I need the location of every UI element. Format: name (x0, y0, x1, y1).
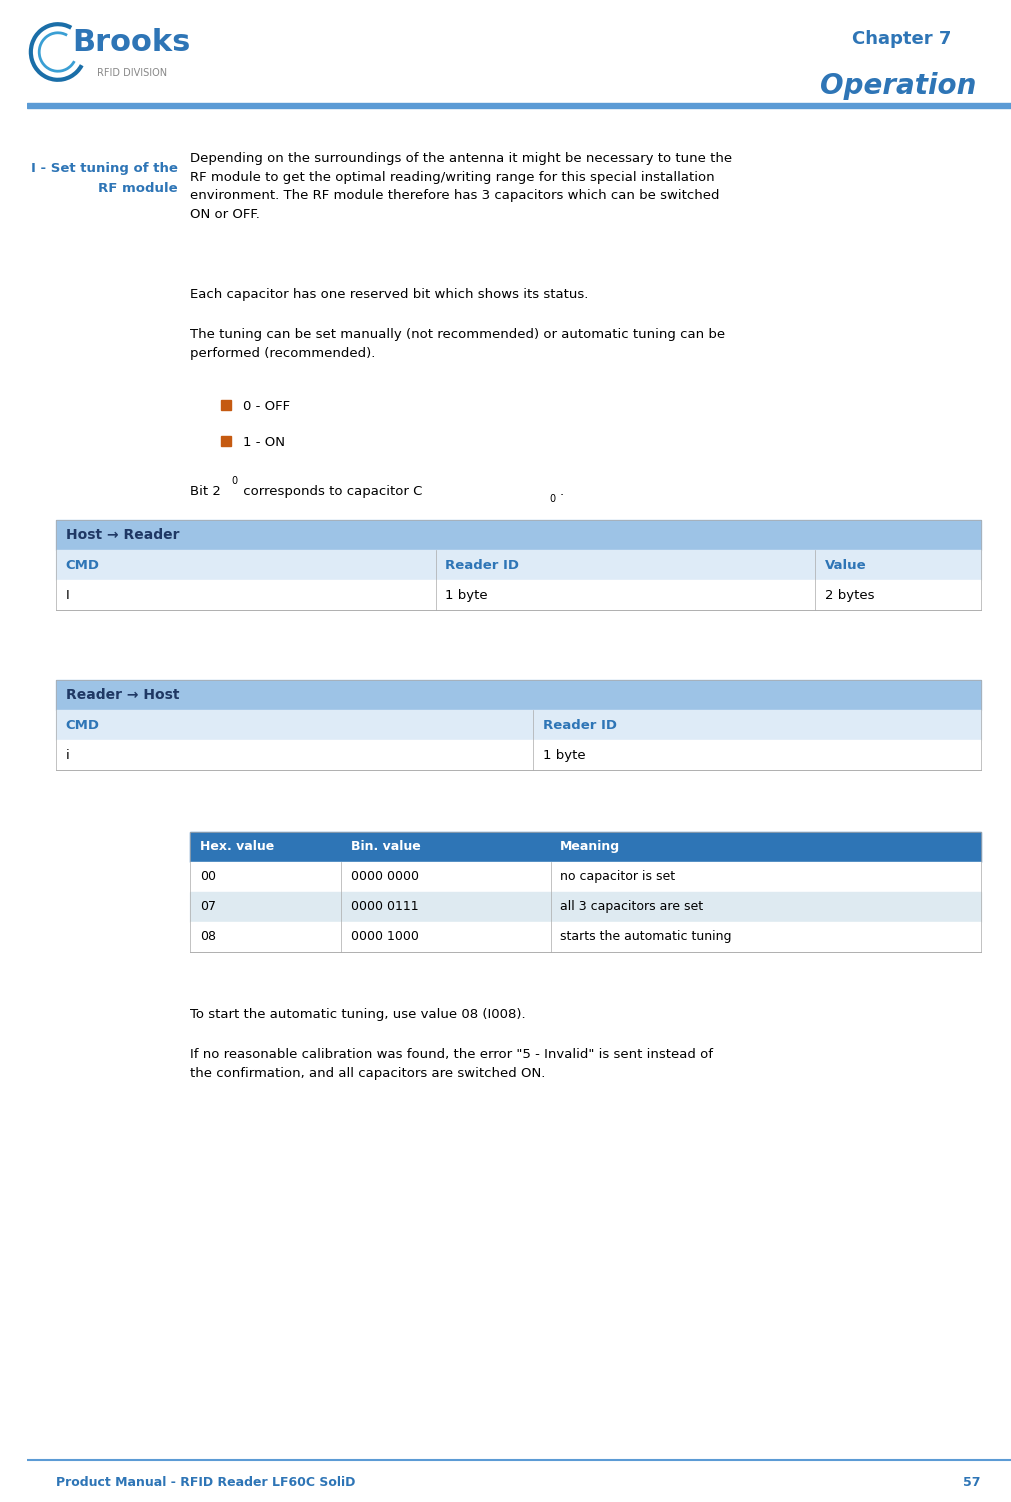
Text: Hex. value: Hex. value (200, 841, 274, 853)
Bar (56, 580, 981, 610)
Text: 00: 00 (200, 871, 216, 883)
Bar (190, 892, 981, 922)
Text: 0000 0111: 0000 0111 (351, 901, 419, 913)
Text: 0: 0 (550, 494, 556, 505)
Text: 57: 57 (963, 1476, 981, 1488)
Text: Brooks: Brooks (73, 29, 191, 57)
Text: RF module: RF module (98, 182, 178, 195)
Text: 08: 08 (200, 931, 216, 943)
Text: Host → Reader: Host → Reader (66, 529, 179, 542)
Text: all 3 capacitors are set: all 3 capacitors are set (560, 901, 704, 913)
Text: Chapter 7: Chapter 7 (852, 30, 951, 48)
Text: CMD: CMD (66, 718, 100, 731)
Bar (56, 520, 981, 550)
Bar (56, 550, 981, 580)
Text: 07: 07 (200, 901, 216, 913)
Bar (56, 710, 981, 740)
Bar (26, 104, 1011, 108)
Text: Value: Value (825, 559, 866, 571)
Text: I: I (66, 589, 70, 601)
Text: .: . (559, 485, 563, 499)
Bar (190, 862, 981, 892)
Text: Reader ID: Reader ID (543, 718, 617, 731)
Text: Bit 2: Bit 2 (190, 485, 221, 499)
Text: 0000 1000: 0000 1000 (351, 931, 419, 943)
Text: 2 bytes: 2 bytes (825, 589, 875, 601)
Text: 1 byte: 1 byte (446, 589, 488, 601)
Text: CMD: CMD (66, 559, 100, 571)
Text: 1 byte: 1 byte (543, 748, 585, 762)
Text: corresponds to capacitor C: corresponds to capacitor C (239, 485, 423, 499)
Text: 0000 0000: 0000 0000 (351, 871, 419, 883)
Text: I - Set tuning of the: I - Set tuning of the (30, 162, 178, 176)
Text: 1 - ON: 1 - ON (243, 436, 285, 449)
Text: If no reasonable calibration was found, the error "5 - Invalid" is sent instead : If no reasonable calibration was found, … (190, 1048, 714, 1080)
Text: Reader ID: Reader ID (446, 559, 520, 571)
Text: RFID DIVISION: RFID DIVISION (97, 68, 167, 78)
Text: Operation: Operation (820, 72, 976, 101)
Text: Product Manual - RFID Reader LF60C SoliD: Product Manual - RFID Reader LF60C SoliD (56, 1476, 355, 1488)
Bar (221, 436, 232, 446)
Text: The tuning can be set manually (not recommended) or automatic tuning can be
perf: The tuning can be set manually (not reco… (190, 327, 726, 359)
Bar (221, 400, 232, 410)
Bar (190, 832, 981, 862)
Text: i: i (66, 748, 70, 762)
Text: starts the automatic tuning: starts the automatic tuning (560, 931, 732, 943)
Text: no capacitor is set: no capacitor is set (560, 871, 675, 883)
Text: Bin. value: Bin. value (351, 841, 421, 853)
Bar (190, 922, 981, 952)
Bar (56, 680, 981, 710)
Text: 0: 0 (232, 476, 238, 487)
Text: 0 - OFF: 0 - OFF (243, 400, 290, 413)
Text: Meaning: Meaning (560, 841, 621, 853)
Text: Reader → Host: Reader → Host (66, 688, 179, 701)
Text: Each capacitor has one reserved bit which shows its status.: Each capacitor has one reserved bit whic… (190, 288, 588, 300)
Text: Depending on the surroundings of the antenna it might be necessary to tune the
R: Depending on the surroundings of the ant… (190, 152, 732, 221)
Bar (56, 740, 981, 771)
Text: To start the automatic tuning, use value 08 (I008).: To start the automatic tuning, use value… (190, 1008, 526, 1021)
